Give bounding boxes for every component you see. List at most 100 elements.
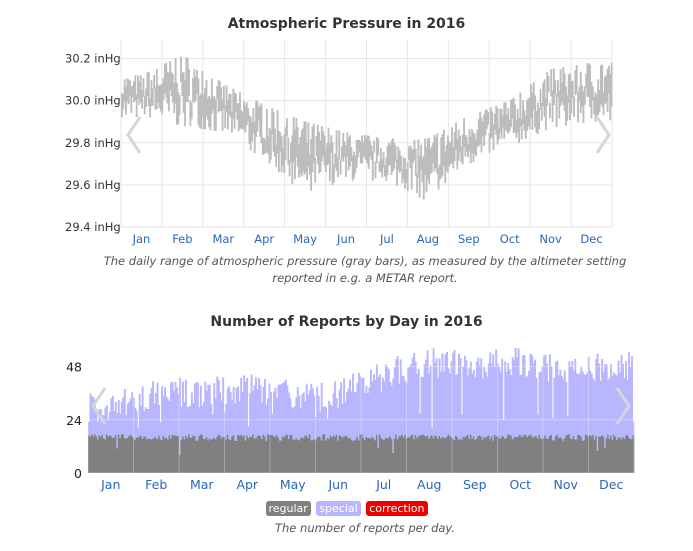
reports-bar-regular bbox=[217, 434, 220, 473]
reports-bar-special bbox=[176, 387, 178, 437]
reports-bar-regular bbox=[286, 434, 289, 473]
pressure-bar bbox=[226, 100, 229, 130]
reports-bar-special bbox=[525, 377, 528, 435]
pressure-bar bbox=[222, 85, 225, 109]
reports-bar-regular bbox=[252, 434, 255, 473]
reports-bar-special bbox=[110, 398, 113, 437]
pressure-x-tick-label: Feb bbox=[172, 232, 192, 246]
reports-bar-special bbox=[523, 354, 526, 435]
reports-bar-regular bbox=[408, 437, 411, 473]
pressure-bar bbox=[400, 155, 402, 171]
reports-bar-special bbox=[205, 390, 208, 437]
reports-bar-special bbox=[93, 399, 96, 435]
pressure-bar bbox=[189, 100, 192, 126]
reports-bar-regular bbox=[301, 437, 304, 473]
pressure-bar bbox=[303, 121, 306, 175]
reports-bar-special bbox=[322, 407, 325, 435]
reports-bar-regular bbox=[310, 440, 313, 473]
reports-bar-special bbox=[317, 395, 320, 437]
reports-bar-regular bbox=[460, 439, 463, 473]
pressure-bar bbox=[316, 124, 319, 165]
reports-bar-special bbox=[253, 385, 256, 439]
reports-bar-special bbox=[616, 375, 619, 440]
reports-bar-regular bbox=[270, 434, 272, 473]
reports-bar-special bbox=[323, 406, 326, 435]
reports-bar-regular bbox=[475, 438, 478, 473]
reports-bar-regular bbox=[483, 436, 486, 473]
reports-bar-special bbox=[554, 361, 557, 437]
pressure-bar bbox=[357, 139, 359, 158]
pressure-bar bbox=[555, 94, 558, 128]
reports-bar-regular bbox=[293, 439, 296, 473]
pressure-bar bbox=[429, 148, 432, 174]
reports-bar-regular bbox=[371, 436, 374, 473]
reports-bar-special bbox=[159, 422, 162, 440]
reports-bar-special bbox=[361, 378, 363, 435]
pressure-bar bbox=[371, 151, 374, 181]
reports-x-tick-label: Jan bbox=[100, 477, 120, 492]
reports-bar-special bbox=[247, 426, 250, 439]
pressure-bar bbox=[389, 145, 392, 166]
reports-bar-special bbox=[420, 376, 423, 436]
reports-bar-regular bbox=[601, 435, 604, 473]
reports-bar-special bbox=[244, 382, 247, 441]
reports-bar-special bbox=[164, 387, 167, 439]
reports-bar-regular bbox=[569, 438, 572, 473]
pressure-bar bbox=[153, 75, 156, 89]
reports-bar-regular bbox=[128, 436, 131, 473]
reports-bar-regular bbox=[138, 436, 141, 473]
reports-bar-regular bbox=[267, 434, 269, 473]
pressure-bar bbox=[500, 109, 503, 139]
pressure-bar bbox=[233, 92, 236, 129]
reports-bar-special bbox=[319, 411, 322, 437]
reports-bar-special bbox=[475, 361, 478, 439]
reports-bar-special bbox=[605, 364, 608, 439]
pressure-bar bbox=[358, 139, 361, 153]
reports-bar-regular bbox=[471, 438, 474, 473]
pressure-bar bbox=[269, 130, 272, 160]
reports-bar-regular bbox=[602, 436, 605, 473]
reports-bar-regular bbox=[550, 434, 553, 473]
pressure-bar bbox=[391, 138, 394, 172]
pressure-bar bbox=[365, 138, 368, 161]
reports-bar-special bbox=[256, 389, 259, 437]
reports-bar-regular bbox=[484, 437, 487, 473]
reports-bar-special bbox=[417, 368, 420, 437]
reports-bar-special bbox=[210, 404, 213, 440]
reports-bar-special bbox=[289, 398, 292, 436]
legend-item-special[interactable]: special bbox=[316, 501, 361, 516]
reports-bar-regular bbox=[422, 434, 425, 473]
pressure-bar bbox=[489, 107, 492, 139]
pressure-bar bbox=[130, 86, 133, 114]
pressure-bar bbox=[122, 94, 125, 110]
legend-item-correction[interactable]: correction bbox=[366, 501, 428, 516]
reports-bar-regular bbox=[193, 435, 196, 473]
pressure-bar bbox=[267, 136, 270, 154]
pressure-bar bbox=[202, 94, 205, 130]
legend-item-regular[interactable]: regular bbox=[265, 501, 311, 516]
reports-bar-special bbox=[534, 359, 536, 437]
pressure-bar bbox=[599, 65, 602, 105]
reports-bar-special bbox=[329, 404, 332, 436]
pressure-bar bbox=[188, 68, 190, 96]
reports-bar-special bbox=[538, 372, 541, 435]
pressure-plot: 29.4 inHg 29.6 inHg 29.8 inHg 30.0 inHg 30.2… bbox=[65, 40, 613, 246]
pressure-bar bbox=[280, 136, 283, 173]
reports-x-tick-label: Oct bbox=[509, 477, 531, 492]
reports-bar-regular bbox=[298, 440, 301, 473]
pressure-bar bbox=[150, 80, 153, 107]
reports-bar-regular bbox=[631, 439, 633, 473]
reports-bar-regular bbox=[134, 440, 137, 473]
reports-chart-title: Number of Reports by Day in 2016 bbox=[210, 314, 483, 330]
reports-bar-special bbox=[474, 377, 477, 441]
reports-bar-special bbox=[343, 378, 346, 437]
reports-bar-regular bbox=[92, 436, 95, 473]
reports-bar-special bbox=[496, 363, 499, 436]
reports-bar-regular bbox=[147, 438, 150, 473]
pressure-bar bbox=[351, 156, 354, 181]
reports-bar-regular bbox=[386, 438, 389, 473]
reports-bar-regular bbox=[311, 440, 314, 473]
reports-bar-special bbox=[425, 359, 428, 437]
reports-bar-special bbox=[196, 382, 199, 441]
reports-bar-special bbox=[398, 383, 401, 437]
